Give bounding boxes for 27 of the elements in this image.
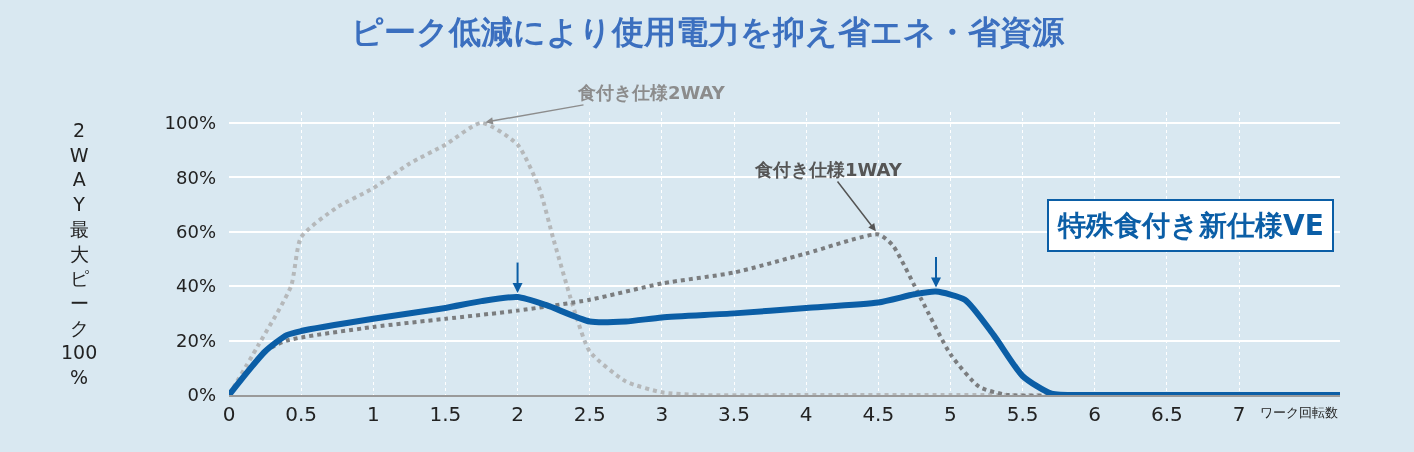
y-tick-label: 80% xyxy=(175,166,216,188)
x-tick-label: 2 xyxy=(511,402,524,426)
text: 2WAY最大ピーク100% xyxy=(61,119,98,388)
chart-title: ピーク低減により使用電力を抑え省エネ・省資源 xyxy=(350,12,1065,51)
x-tick-label: 3 xyxy=(655,402,669,426)
x-tick-label: 6 xyxy=(1088,402,1102,426)
x-tick-label: 6.5 xyxy=(1150,402,1183,426)
y-tick-label: 100% xyxy=(164,112,216,134)
text: 特殊食付き新仕様VE xyxy=(1057,209,1324,242)
x-tick-label: 1.5 xyxy=(429,402,462,426)
x-tick-label: 0 xyxy=(222,402,236,426)
y-tick-label: 40% xyxy=(175,275,216,297)
y-tick-label: 20% xyxy=(175,329,216,351)
x-tick-label: 2.5 xyxy=(573,402,606,426)
text: 食付き仕様1WAY xyxy=(754,159,903,180)
text: 食付き仕様2WAY xyxy=(577,82,726,103)
x-tick-label: 4.5 xyxy=(862,402,895,426)
x-tick-label: 3.5 xyxy=(718,402,750,426)
x-tick-label: 5 xyxy=(944,402,957,426)
x-tick-label: 0.5 xyxy=(285,402,318,426)
x-tick-label: 1 xyxy=(366,402,380,426)
x-tick-label: 5.5 xyxy=(1006,402,1039,426)
y-tick-label: 0% xyxy=(187,384,216,406)
y-tick-label: 60% xyxy=(175,221,216,243)
x-tick-label: 4 xyxy=(799,402,813,426)
x-tick-label: 7 xyxy=(1232,402,1246,426)
x-axis-title: ワーク回転数 xyxy=(1260,405,1338,420)
